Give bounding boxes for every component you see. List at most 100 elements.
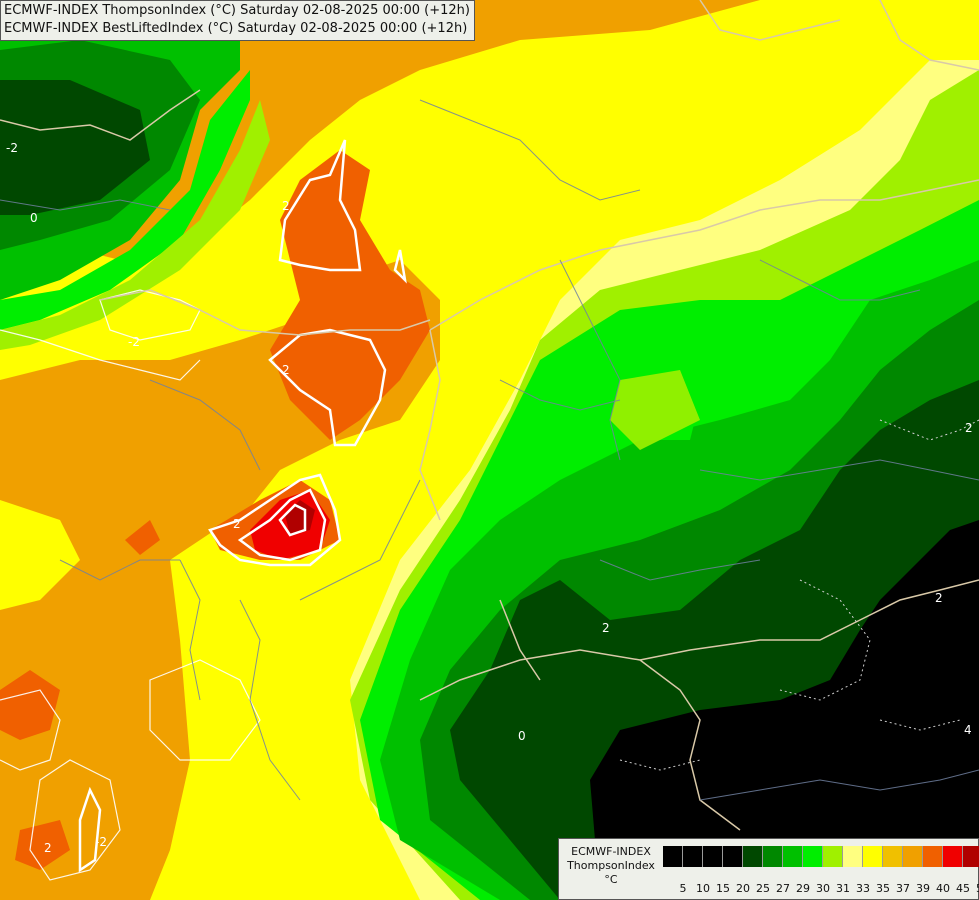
border-line	[499, 379, 621, 411]
contour-label: 0	[30, 211, 38, 225]
legend-swatch	[723, 846, 743, 867]
legend-tick-label: 35	[876, 882, 890, 895]
legend-swatch	[783, 846, 803, 867]
legend-tick-label: 50	[971, 882, 979, 895]
field-redorange-sw1	[0, 670, 60, 740]
border-line	[499, 599, 541, 681]
legend-swatch	[803, 846, 823, 867]
legend-caption: ECMWF-INDEX ThompsonIndex °C	[563, 845, 659, 887]
field-redorange-sw2	[15, 820, 70, 870]
country-borders	[0, 0, 979, 831]
contour-line	[0, 329, 201, 381]
contour-line	[99, 289, 201, 341]
border-line	[879, 0, 979, 71]
border-line	[419, 99, 641, 201]
border-line	[419, 329, 441, 521]
legend-tick-label: 20	[736, 882, 750, 895]
contour-line	[149, 659, 261, 761]
legend-swatch	[843, 846, 863, 867]
contour-label: -2	[128, 335, 140, 349]
legend-swatch	[663, 846, 683, 867]
contour-label: 2	[44, 841, 52, 855]
legend-swatch	[923, 846, 943, 867]
field-redorange-w	[125, 520, 160, 555]
legend-swatch	[683, 846, 703, 867]
border-line	[699, 769, 979, 801]
border-line	[639, 579, 979, 661]
contour-line	[0, 689, 61, 771]
bli-thin-contours	[0, 289, 261, 881]
legend-tick-label: 27	[776, 882, 790, 895]
border-line	[699, 459, 979, 481]
legend-swatch	[903, 846, 923, 867]
contour-line	[268, 328, 387, 447]
legend-tick-label: 29	[796, 882, 810, 895]
contour-labels: 2 2 2 2 -2 0 -2 2 2 -2 4 0 2	[6, 141, 973, 855]
legend-tick-label: 33	[856, 882, 870, 895]
header-line-bestlifted: ECMWF-INDEX BestLiftedIndex (°C) Saturda…	[4, 21, 468, 36]
legend-swatch	[823, 846, 843, 867]
contour-label: 2	[935, 591, 943, 605]
contour-line	[208, 473, 342, 567]
contour-label: 2	[965, 421, 973, 435]
bli-contours	[78, 139, 407, 873]
field-nw-darkestgreen	[0, 80, 150, 215]
field-nw-yellowgreen	[0, 100, 270, 350]
contour-line	[29, 759, 121, 881]
legend-swatch	[863, 846, 883, 867]
border-line	[99, 289, 431, 336]
legend-tick-label: 5	[679, 882, 687, 895]
contour-line	[879, 419, 979, 441]
field-yellow-south	[150, 520, 330, 900]
color-legend: ECMWF-INDEX ThompsonIndex °C 5 10 15 20 25 27…	[558, 838, 979, 900]
legend-swatch	[883, 846, 903, 867]
border-line	[599, 559, 761, 581]
legend-tick-label: 39	[916, 882, 930, 895]
border-line	[759, 259, 921, 301]
legend-tick-label: 30	[816, 882, 830, 895]
field-redorange-north	[270, 150, 430, 440]
contour-line	[78, 786, 102, 873]
contour-line	[278, 139, 362, 272]
region-borders	[0, 99, 979, 801]
border-line	[239, 599, 301, 801]
legend-tick-label: 15	[716, 882, 730, 895]
border-line	[149, 379, 261, 471]
contour-label: -2	[95, 835, 107, 849]
contour-line	[879, 719, 961, 731]
field-nw-brightgreen	[0, 70, 250, 330]
border-line	[419, 649, 741, 831]
legend-swatch	[963, 846, 979, 867]
contour-line	[237, 488, 327, 562]
legend-tick-label: 40	[936, 882, 950, 895]
legend-field: ThompsonIndex	[567, 859, 655, 872]
legend-tick-label: 25	[756, 882, 770, 895]
contour-label: 2	[233, 517, 241, 531]
legend-swatch	[763, 846, 783, 867]
contour-line	[779, 579, 871, 701]
map-header: ECMWF-INDEX ThompsonIndex (°C) Saturday …	[0, 0, 475, 41]
contour-label: 4	[964, 723, 972, 737]
contour-label: 2	[282, 199, 290, 213]
contour-label: 0	[518, 729, 526, 743]
border-line	[429, 179, 979, 331]
legend-swatch	[943, 846, 963, 867]
border-line	[699, 0, 841, 41]
legend-tick-label: 37	[896, 882, 910, 895]
contour-line	[619, 759, 701, 771]
contour-label: -2	[6, 141, 18, 155]
border-line	[0, 89, 201, 141]
legend-swatch	[703, 846, 723, 867]
contour-line	[393, 249, 407, 284]
field-yellow-westedge	[0, 500, 80, 610]
legend-model: ECMWF-INDEX	[571, 845, 651, 858]
border-line	[0, 199, 171, 211]
border-line	[559, 259, 621, 461]
dotted-contours	[619, 419, 979, 771]
legend-unit: °C	[604, 873, 618, 886]
contour-label: 2	[602, 621, 610, 635]
legend-tick-label: 45	[956, 882, 970, 895]
field-pocket-yellowgreen	[610, 370, 700, 450]
